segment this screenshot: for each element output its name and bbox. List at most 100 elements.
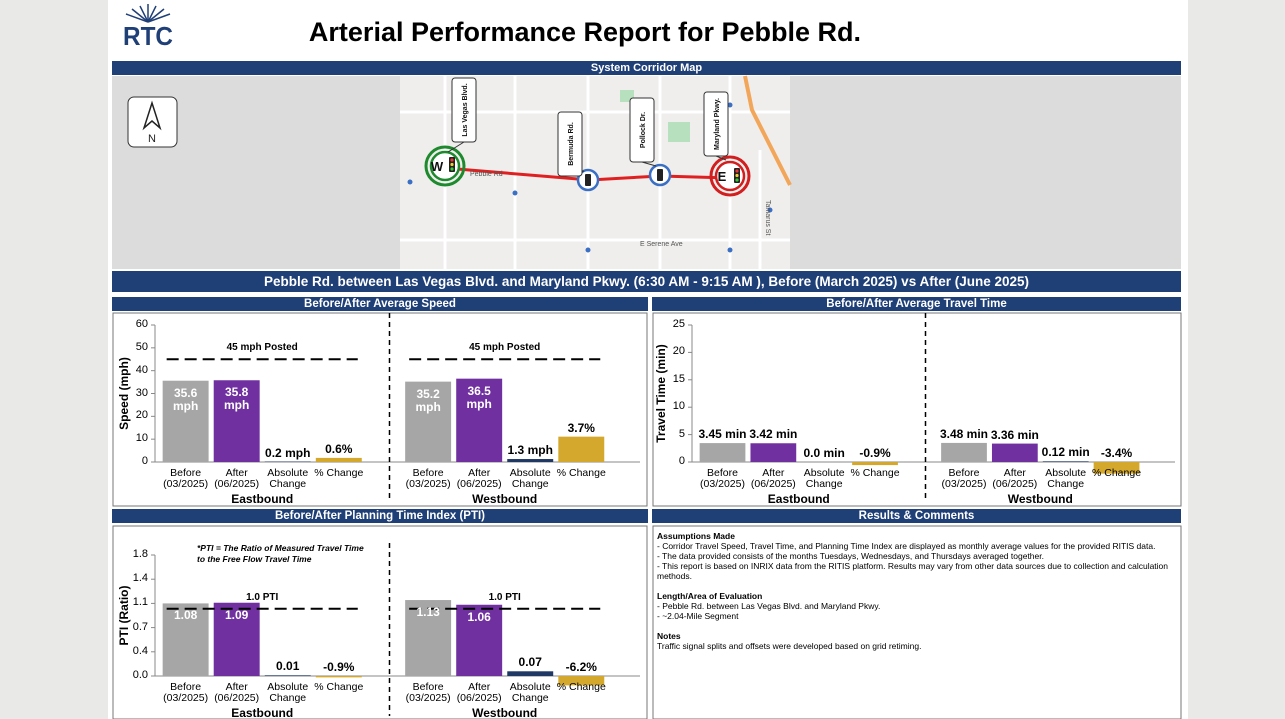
value-label: 36.5 mph [466, 383, 492, 411]
value-label: 3.42 min [749, 427, 798, 442]
street-label: Tamarus St [764, 200, 771, 235]
bar [264, 675, 311, 676]
map-dots [407, 102, 773, 253]
group-label: Eastbound [231, 706, 294, 719]
value-label: 3.48 min [939, 426, 989, 441]
chart-title-bar [112, 509, 648, 523]
west-end-marker [424, 145, 466, 187]
north-label: N [148, 133, 156, 145]
end-label: W [431, 159, 444, 174]
value-label: -0.9% [859, 446, 891, 460]
value-label: 1.09 [224, 607, 249, 622]
x-tick-label: Absolute Change [267, 467, 309, 490]
logo-text: RTC [123, 21, 173, 51]
value-label: 35.6 mph [172, 385, 199, 413]
y-tick-label: 5 [678, 427, 685, 440]
comments-panel [652, 525, 1182, 719]
signal-icons [449, 157, 740, 186]
value-label: 1.08 [173, 608, 198, 623]
x-tick-label: Absolute Change [267, 681, 309, 704]
comment-text: - Pebble Rd. between Las Vegas Blvd. and… [657, 601, 881, 611]
value-label: -6.2% [565, 660, 597, 674]
x-tick-label: After (06/2025) [750, 467, 796, 490]
corridor-banner: Pebble Rd. between Las Vegas Blvd. and M… [264, 274, 1029, 289]
y-tick-label: 0.4 [132, 644, 148, 657]
callout-box [557, 111, 583, 177]
value-label: 3.7% [567, 420, 595, 435]
x-tick-label: Before (03/2025) [163, 681, 209, 704]
callout-box [629, 97, 655, 163]
map-title-bar [112, 61, 1181, 75]
pti-panel [112, 525, 648, 719]
value-label: 0.07 [518, 655, 542, 670]
bar [456, 378, 503, 462]
comment-text: - This report is based on INRIX data fro… [657, 561, 1169, 581]
bar [315, 676, 362, 678]
x-tick-label: Before (03/2025) [163, 467, 209, 490]
value-label: 3.36 min [990, 427, 1039, 442]
bar [507, 671, 554, 676]
x-tick-label: After (06/2025) [214, 467, 260, 490]
comments-title-bar [652, 509, 1181, 523]
comment-text: Notes [657, 631, 681, 641]
y-tick-label: 20 [672, 345, 685, 358]
y-tick-label: 50 [135, 340, 148, 353]
x-tick-label: % Change [314, 681, 364, 693]
bar [558, 436, 605, 462]
y-tick-label: 15 [672, 372, 685, 385]
y-tick-label: 60 [135, 318, 148, 330]
group-label: Westbound [472, 706, 538, 719]
comments-body: Assumptions Made - Corridor Travel Speed,… [657, 531, 1177, 651]
chart-title-bar [112, 297, 648, 311]
map-park [668, 122, 690, 142]
value-label: 0.0 min [803, 446, 845, 460]
x-tick-label: Absolute Change [803, 467, 845, 490]
chart-title: Before/After Average Travel Time [826, 298, 1007, 310]
y-tick-label: 1.8 [132, 548, 148, 560]
end-label: E [718, 169, 727, 184]
bar [991, 443, 1038, 462]
callout-label: Pollock Dr. [640, 112, 647, 148]
bar [852, 462, 898, 466]
x-tick-label: After (06/2025) [456, 467, 502, 490]
x-tick-label: Before (03/2025) [405, 467, 451, 490]
bar [1042, 461, 1089, 462]
logo-rays [125, 4, 171, 23]
street-label: Pebble Rd [470, 171, 503, 178]
group-label: Westbound [1007, 492, 1073, 506]
street-label: E Serene Ave [640, 241, 683, 248]
corridor-line [444, 166, 731, 182]
reference-label: 1.0 PTI [488, 591, 521, 603]
travel-time-panel [652, 312, 1182, 507]
map-title: System Corridor Map [590, 62, 703, 74]
bar [1093, 462, 1140, 474]
callout-pointer [715, 155, 727, 161]
x-tick-label: % Change [556, 681, 606, 693]
bar [162, 380, 209, 462]
y-tick-label: 0.0 [132, 669, 148, 681]
comments-title: Results & Comments [858, 510, 975, 522]
callout-pointer [641, 161, 657, 167]
speed-panel [112, 312, 648, 507]
value-label: 0.6% [325, 441, 353, 456]
chart-title-bar [652, 297, 1181, 311]
bar [315, 457, 362, 462]
comment-text: Length/Area of Evaluation [657, 591, 763, 601]
bar [558, 676, 605, 686]
bar [941, 442, 987, 462]
group-label: Westbound [472, 492, 538, 506]
y-axis-label: Travel Time (min) [654, 344, 668, 442]
bar [405, 381, 452, 462]
x-tick-label: Before (03/2025) [405, 681, 451, 704]
bar [750, 443, 797, 462]
group-label: Eastbound [231, 492, 294, 506]
y-tick-label: 40 [135, 363, 148, 376]
callout-label: Maryland Pkwy. [714, 98, 721, 150]
value-label: 0.2 mph [265, 445, 311, 460]
y-axis-label: Speed (mph) [117, 357, 131, 430]
x-tick-label: Absolute Change [1045, 467, 1087, 490]
x-tick-label: After (06/2025) [456, 681, 502, 704]
x-tick-label: Before (03/2025) [941, 467, 987, 490]
y-tick-label: 10 [135, 432, 148, 445]
